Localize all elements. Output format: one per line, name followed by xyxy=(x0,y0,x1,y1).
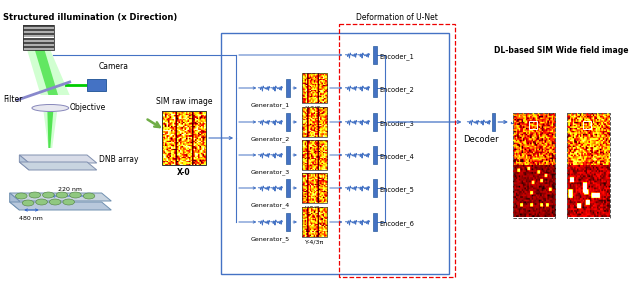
Ellipse shape xyxy=(15,193,27,199)
Text: Encoder_3: Encoder_3 xyxy=(380,121,414,127)
Bar xyxy=(23,37,54,39)
Text: Deformation of U-Net: Deformation of U-Net xyxy=(356,13,438,22)
Text: SIM raw image: SIM raw image xyxy=(156,97,212,106)
Text: Structured illumination (x Direction): Structured illumination (x Direction) xyxy=(3,13,177,22)
Ellipse shape xyxy=(43,192,54,198)
Text: 220 nm: 220 nm xyxy=(58,187,82,192)
Text: Generator_2: Generator_2 xyxy=(250,136,289,142)
Polygon shape xyxy=(19,155,29,170)
Text: Generator_4: Generator_4 xyxy=(250,202,289,208)
Polygon shape xyxy=(27,50,70,95)
Text: X-4/3π: X-4/3π xyxy=(305,140,324,145)
Bar xyxy=(23,46,54,48)
Bar xyxy=(87,79,106,91)
Ellipse shape xyxy=(70,192,81,198)
Text: 480 nm: 480 nm xyxy=(19,216,43,221)
Polygon shape xyxy=(10,193,111,201)
Bar xyxy=(23,29,54,31)
Text: X-2/3π: X-2/3π xyxy=(305,106,324,111)
Bar xyxy=(339,24,455,277)
Bar xyxy=(374,179,378,197)
Bar xyxy=(287,79,291,97)
Bar xyxy=(302,73,327,103)
Text: Generator_1: Generator_1 xyxy=(250,102,289,108)
Bar xyxy=(23,35,54,37)
Text: Encoder_4: Encoder_4 xyxy=(380,154,414,160)
Bar xyxy=(567,113,609,218)
Text: Encoder_6: Encoder_6 xyxy=(380,221,414,227)
Bar xyxy=(287,146,291,164)
Ellipse shape xyxy=(32,104,68,112)
Text: Camera: Camera xyxy=(99,62,129,71)
Bar xyxy=(221,33,449,274)
Text: X-0: X-0 xyxy=(177,168,191,177)
Polygon shape xyxy=(47,112,53,148)
Bar xyxy=(374,146,378,164)
Text: Y-4/3π: Y-4/3π xyxy=(305,240,324,245)
Text: Decoder: Decoder xyxy=(463,135,499,144)
Bar xyxy=(287,179,291,197)
Bar xyxy=(302,207,327,237)
Bar xyxy=(374,113,378,131)
Bar xyxy=(302,107,327,137)
Bar xyxy=(23,25,54,50)
Bar xyxy=(23,27,54,29)
Text: Objective: Objective xyxy=(70,104,106,112)
Polygon shape xyxy=(44,112,57,148)
Text: Encoder_1: Encoder_1 xyxy=(380,54,414,60)
Text: DL-based SIM Wide field image: DL-based SIM Wide field image xyxy=(494,46,628,55)
Polygon shape xyxy=(19,155,97,163)
Text: Generator_3: Generator_3 xyxy=(250,169,289,175)
Bar xyxy=(287,113,291,131)
Polygon shape xyxy=(35,50,58,95)
Bar xyxy=(584,121,591,129)
Ellipse shape xyxy=(29,192,40,198)
Bar xyxy=(513,113,556,218)
Bar xyxy=(374,79,378,97)
Bar xyxy=(302,140,327,170)
Bar xyxy=(529,121,537,129)
Bar xyxy=(23,39,54,42)
Bar xyxy=(302,173,327,203)
Polygon shape xyxy=(10,193,19,210)
Bar xyxy=(23,31,54,33)
Bar xyxy=(161,111,206,165)
Bar xyxy=(492,113,495,131)
Bar xyxy=(23,42,54,44)
Bar xyxy=(23,48,54,50)
Ellipse shape xyxy=(63,199,74,205)
Polygon shape xyxy=(10,202,111,210)
Text: Y-0: Y-0 xyxy=(310,173,319,178)
Ellipse shape xyxy=(49,199,61,205)
Bar xyxy=(23,44,54,46)
Ellipse shape xyxy=(36,199,47,205)
Bar xyxy=(23,33,54,35)
Ellipse shape xyxy=(22,200,34,206)
Ellipse shape xyxy=(56,192,68,198)
Bar xyxy=(374,46,378,64)
Bar xyxy=(287,213,291,231)
Text: Encoder_2: Encoder_2 xyxy=(380,87,414,93)
Text: Filter: Filter xyxy=(3,96,22,104)
Text: Y-2/3π: Y-2/3π xyxy=(305,206,324,211)
Ellipse shape xyxy=(83,193,95,199)
Bar xyxy=(23,25,54,27)
Polygon shape xyxy=(19,162,97,170)
Text: Encoder_5: Encoder_5 xyxy=(380,187,414,193)
Bar xyxy=(374,213,378,231)
Text: DNB array: DNB array xyxy=(99,156,138,164)
Text: Generator_5: Generator_5 xyxy=(250,236,289,242)
